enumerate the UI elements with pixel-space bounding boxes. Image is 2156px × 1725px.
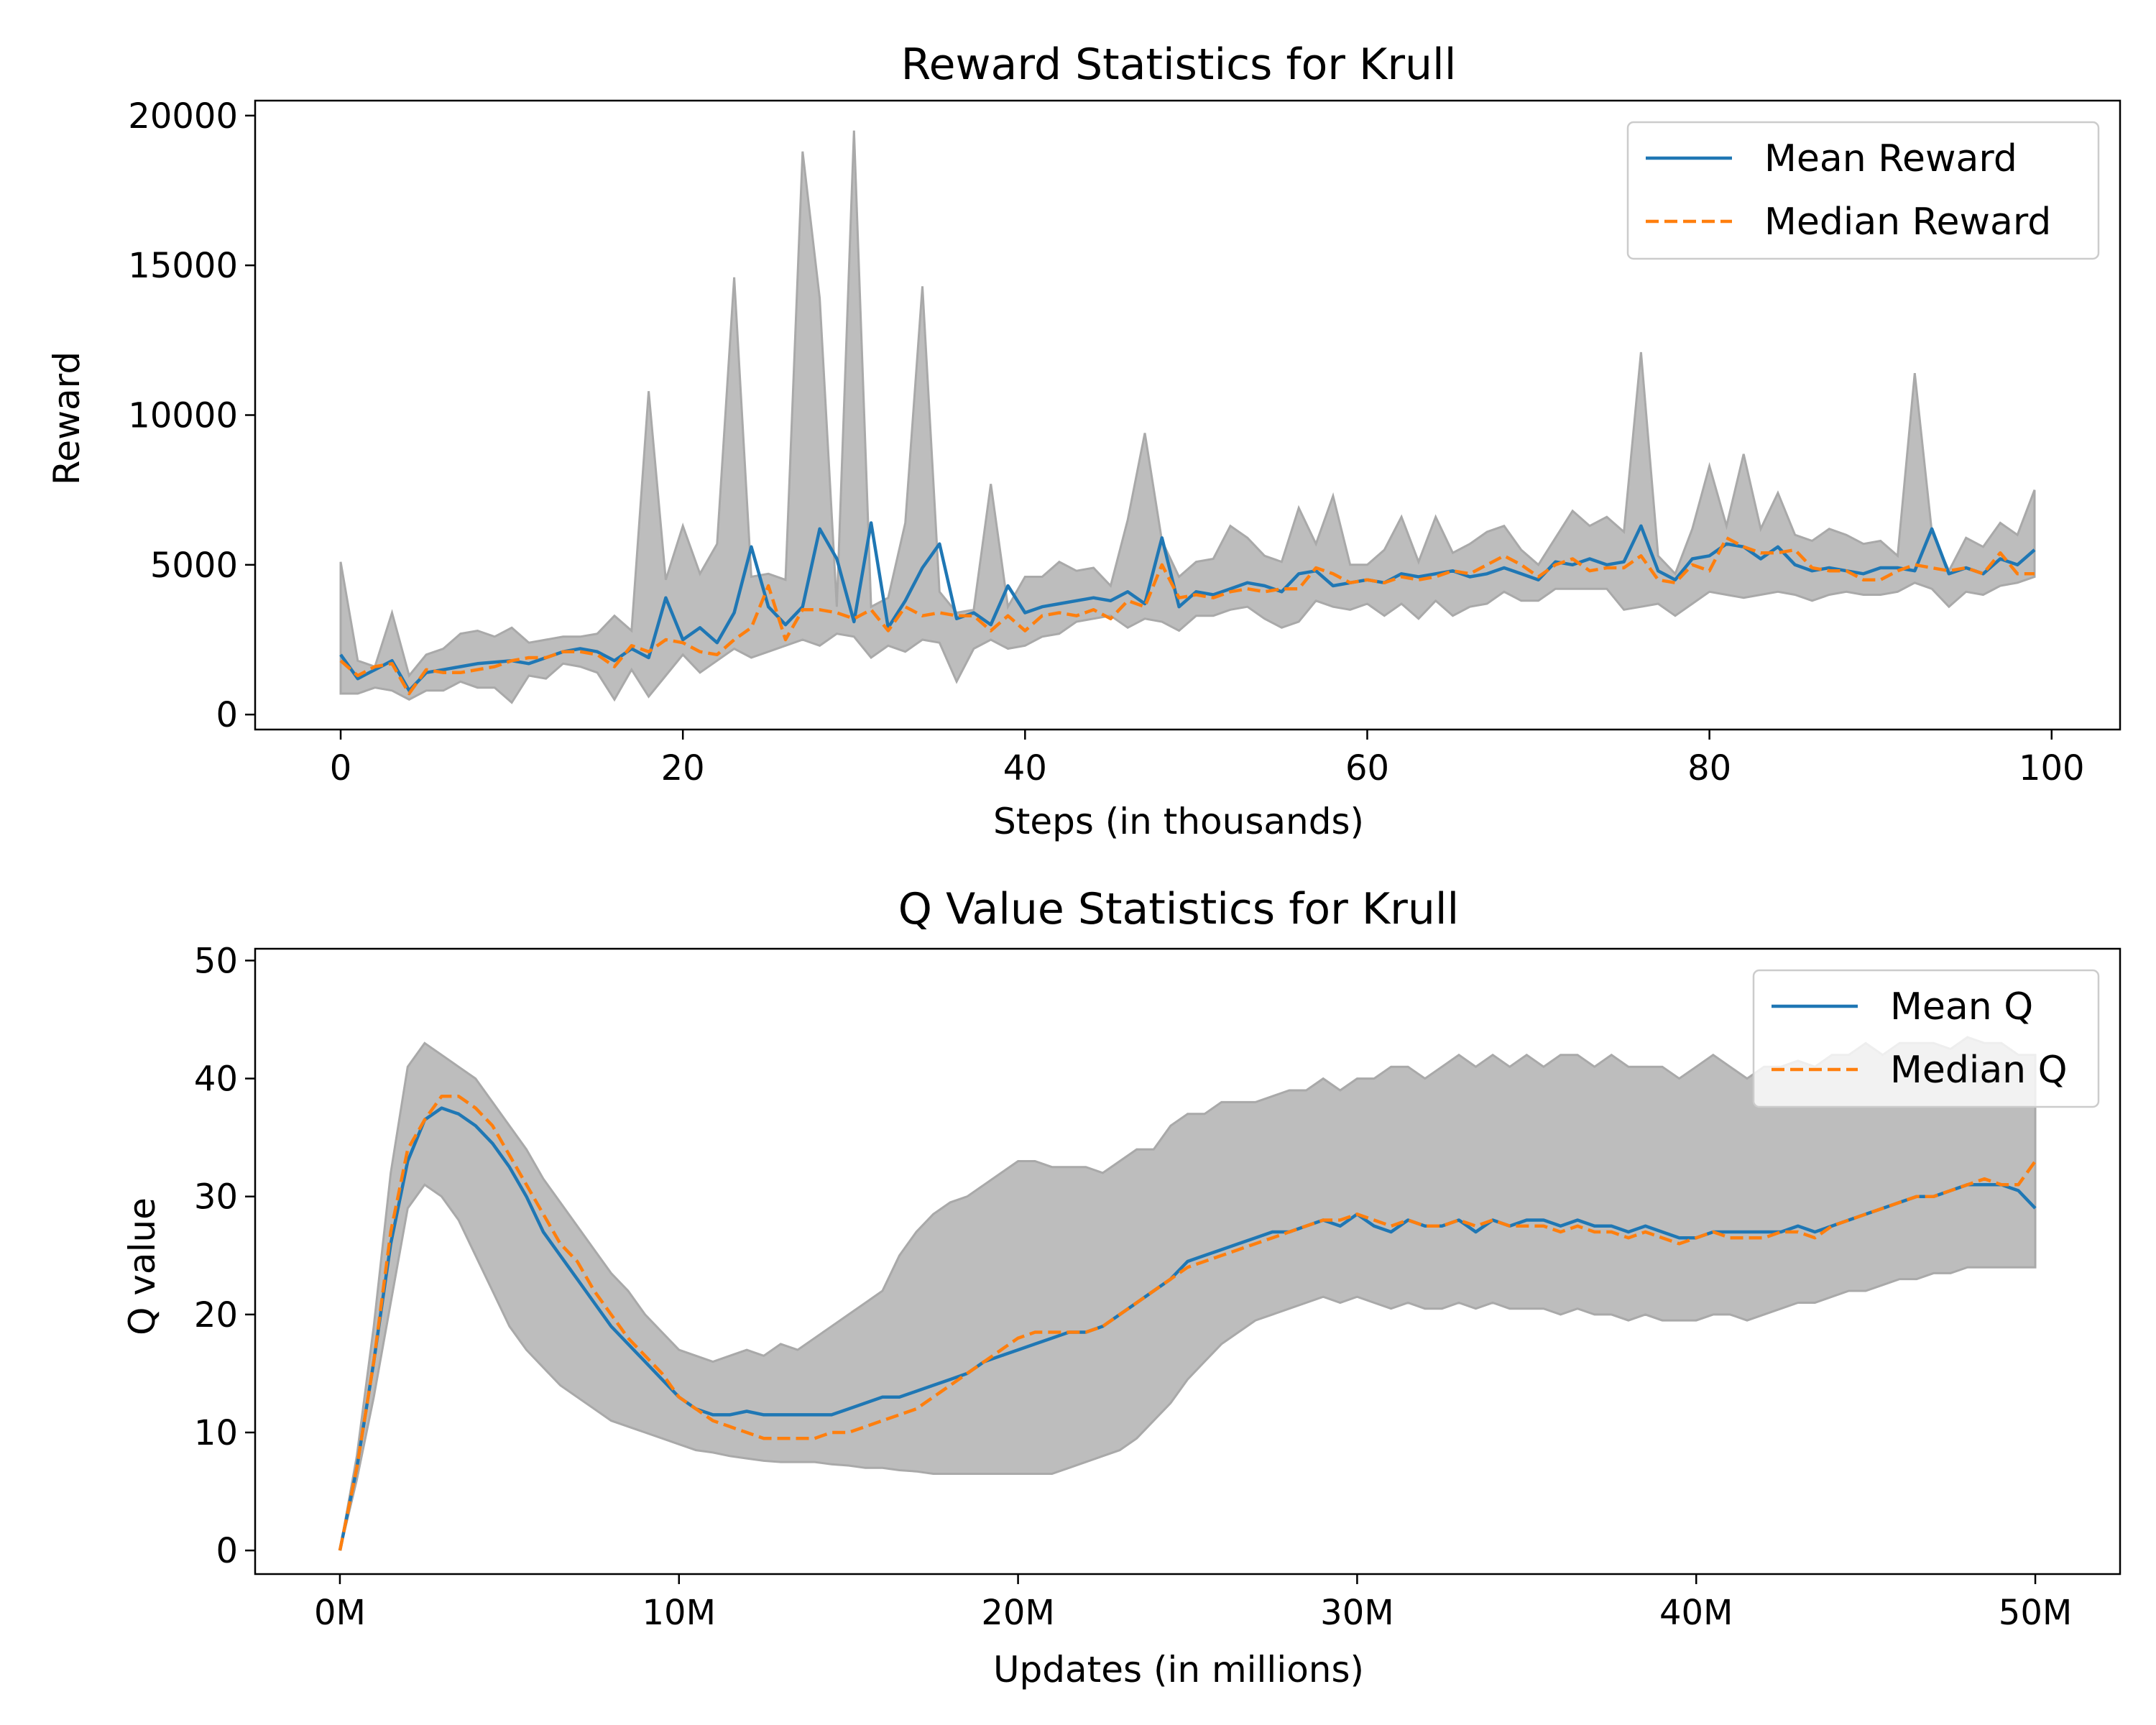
y-axis-label: Reward [46, 351, 88, 485]
band-layer [339, 130, 2036, 704]
x-tick-label: 60 [1345, 748, 1389, 788]
series-layer [339, 521, 2036, 696]
y-tick-label: 40 [194, 1059, 238, 1100]
plot-frame [254, 947, 2122, 1576]
mean-series-line [339, 521, 2036, 693]
y-tick-label: 15000 [128, 246, 238, 286]
x-tick-label: 80 [1687, 748, 1731, 788]
min-max-band [338, 1036, 2037, 1551]
legend: Mean Reward Median Reward [1626, 121, 2100, 260]
y-tick-label: 0 [216, 695, 238, 735]
legend-box [1752, 969, 2100, 1108]
legend-box [1626, 121, 2100, 260]
x-axis-label: Updates (in millions) [993, 1649, 1364, 1690]
band-layer [338, 1036, 2037, 1551]
legend: Mean Q Median Q [1752, 969, 2100, 1108]
x-tick-label: 0M [314, 1593, 366, 1633]
y-tick-label: 10000 [128, 396, 238, 436]
axes-layer: 0 20 40 60 80 100 0 5000 10000 15000 20000 [128, 96, 2122, 788]
axes-layer: 0M 10M 20M 30M 40M 50M 0 10 20 30 40 50 [194, 941, 2122, 1633]
x-tick-label: 40M [1659, 1593, 1733, 1633]
x-tick-label: 20M [981, 1593, 1055, 1633]
legend-label: Mean Q [1890, 985, 2033, 1029]
legend-label: Median Q [1890, 1049, 2068, 1092]
x-tick-label: 40 [1003, 748, 1047, 788]
y-tick-label: 5000 [150, 546, 238, 586]
chart-title: Q Value Statistics for Krull [898, 884, 1459, 934]
y-tick-label: 10 [194, 1413, 238, 1453]
chart-title: Reward Statistics for Krull [901, 40, 1457, 90]
mean-series-line [338, 1106, 2037, 1551]
legend-label: Mean Reward [1764, 137, 2017, 180]
min-max-band [339, 130, 2036, 704]
q-value-chart: Q Value Statistics for Krull 0M 10M 20M 30M… [121, 884, 2122, 1690]
x-tick-label: 0 [330, 748, 352, 788]
y-tick-label: 50 [194, 941, 238, 981]
y-tick-label: 30 [194, 1177, 238, 1218]
y-tick-label: 0 [216, 1531, 238, 1571]
x-axis-label: Steps (in thousands) [993, 801, 1364, 842]
series-layer [338, 1094, 2037, 1551]
x-tick-label: 20 [661, 748, 705, 788]
y-tick-label: 20 [194, 1295, 238, 1335]
x-tick-label: 30M [1320, 1593, 1394, 1633]
x-tick-label: 50M [1999, 1593, 2073, 1633]
x-tick-label: 10M [642, 1593, 717, 1633]
reward-chart: Reward Statistics for Krull 0 20 40 60 80 100… [46, 40, 2122, 842]
median-series-line [338, 1094, 2037, 1551]
median-series-line [339, 536, 2035, 696]
y-axis-label: Q value [121, 1197, 163, 1335]
x-tick-label: 100 [2019, 748, 2085, 788]
legend-label: Median Reward [1764, 201, 2051, 244]
y-tick-label: 20000 [128, 96, 238, 137]
